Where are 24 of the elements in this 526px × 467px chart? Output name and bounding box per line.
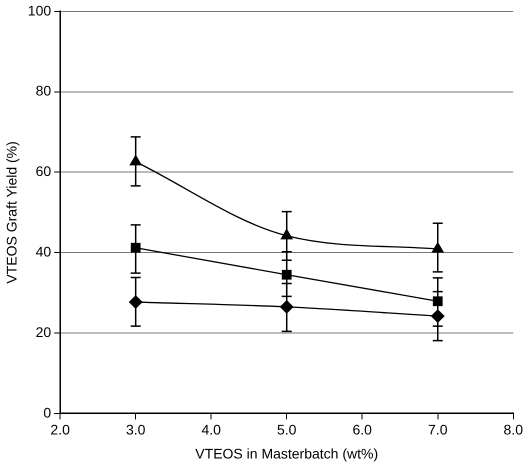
point <box>129 295 142 309</box>
y-axis-title: VTEOS Graft Yield (%) <box>3 141 20 284</box>
y-tick-label: 100 <box>28 2 52 18</box>
x-tick-label: 4.0 <box>201 422 222 438</box>
point <box>282 270 292 280</box>
x-tick-label: 5.0 <box>276 422 297 438</box>
y-tick-label: 60 <box>36 163 52 180</box>
x-tick-label: 2.0 <box>50 422 70 438</box>
point <box>130 242 141 253</box>
y-tick-label: 40 <box>36 243 52 260</box>
y-tick-label: 20 <box>36 324 52 340</box>
x-tick-label: 3.0 <box>126 422 146 438</box>
point <box>432 296 443 306</box>
point <box>280 300 294 314</box>
point <box>280 229 293 240</box>
x-tick-label: 8.0 <box>504 422 524 438</box>
x-tick-label: 7.0 <box>428 422 448 438</box>
point <box>432 242 444 253</box>
y-tick-label: 0 <box>43 404 52 420</box>
x-tick-label: 6.0 <box>352 422 372 438</box>
point <box>130 155 142 166</box>
x-axis-title: VTEOS in Masterbatch (wt%) <box>195 445 378 462</box>
y-tick-label: 80 <box>36 82 52 99</box>
point <box>431 309 444 323</box>
